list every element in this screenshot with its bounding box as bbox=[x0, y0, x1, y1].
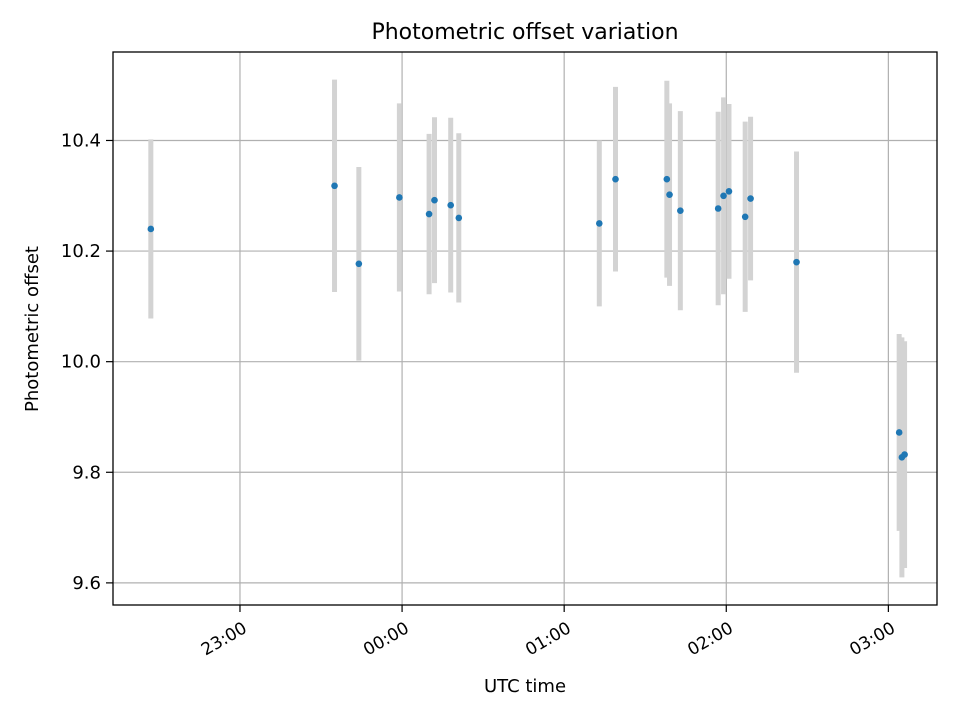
data-point bbox=[747, 195, 754, 202]
data-point bbox=[663, 175, 671, 183]
data-point bbox=[431, 196, 438, 204]
data-point bbox=[714, 205, 722, 212]
data-point bbox=[666, 191, 673, 198]
y-tick-label: 10.2 bbox=[61, 241, 101, 262]
data-point bbox=[396, 194, 403, 201]
x-axis-label: UTC time bbox=[484, 676, 566, 697]
y-tick-label: 10.0 bbox=[61, 352, 101, 373]
data-point bbox=[895, 429, 903, 436]
data-point bbox=[355, 260, 363, 268]
data-point bbox=[425, 210, 433, 218]
data-point bbox=[677, 207, 684, 215]
data-point bbox=[331, 182, 338, 190]
y-tick-label: 9.8 bbox=[72, 462, 101, 483]
data-point bbox=[725, 188, 733, 195]
y-tick-label: 9.6 bbox=[72, 573, 101, 594]
marker-layer bbox=[147, 175, 908, 461]
data-point bbox=[901, 451, 908, 458]
y-tick-label: 10.4 bbox=[61, 130, 101, 151]
data-point bbox=[595, 220, 603, 227]
chart-title: Photometric offset variation bbox=[371, 20, 678, 45]
data-point bbox=[455, 214, 463, 222]
data-point bbox=[612, 175, 619, 183]
data-point bbox=[741, 213, 749, 221]
data-point bbox=[720, 192, 727, 200]
grid-layer bbox=[113, 52, 937, 605]
y-axis-label: Photometric offset bbox=[22, 246, 43, 412]
data-point bbox=[793, 258, 800, 266]
data-point bbox=[147, 225, 155, 233]
data-point bbox=[447, 201, 455, 209]
plot-frame bbox=[112, 51, 938, 606]
